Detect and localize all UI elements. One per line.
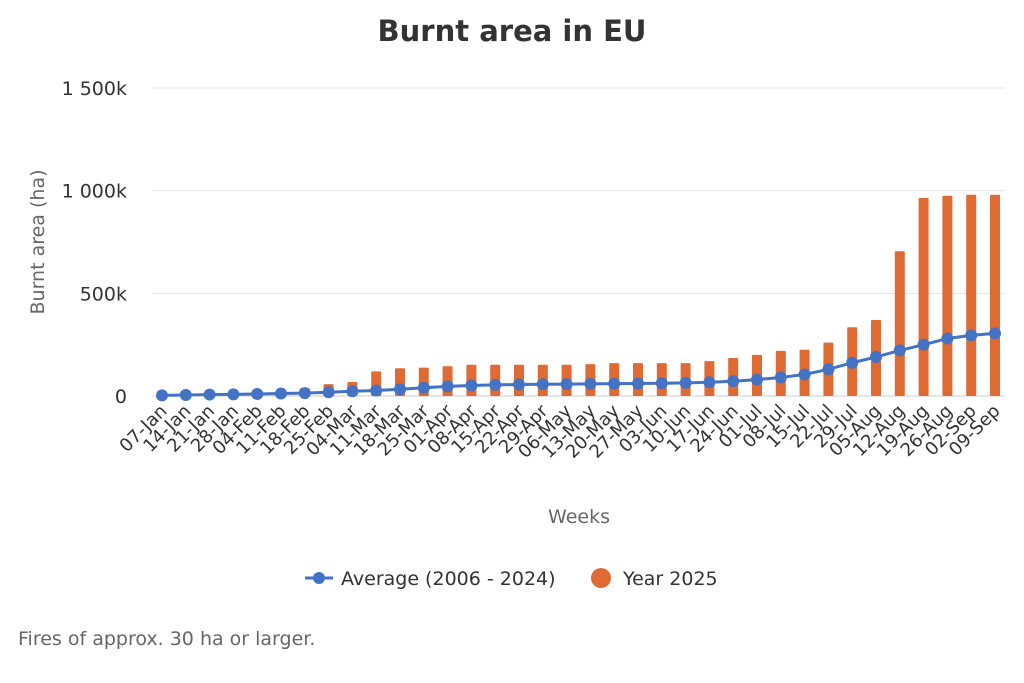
average-point-05-Aug	[870, 350, 882, 363]
legend: Average (2006 - 2024) Year 2025	[305, 568, 718, 590]
x-axis-ticks: 07-Jan14-Jan21-Jan28-Jan04-Feb11-Feb18-F…	[116, 400, 1005, 462]
y-tick-label: 0	[115, 386, 127, 408]
average-point-27-May	[632, 377, 644, 390]
average-point-08-Jul	[774, 371, 787, 384]
average-point-01-Apr	[441, 380, 454, 393]
average-point-18-Feb	[298, 387, 311, 400]
average-point-07-Jan	[156, 389, 168, 402]
average-point-08-Apr	[465, 379, 478, 392]
bar-series-year-2025	[157, 194, 1000, 396]
y-axis-label: Burnt area (ha)	[27, 169, 49, 314]
average-point-15-Apr	[489, 378, 502, 391]
average-point-12-Aug	[893, 344, 906, 357]
average-point-29-Jul	[846, 356, 859, 369]
average-point-06-May	[560, 378, 573, 391]
average-point-20-May	[608, 377, 621, 390]
bar-02-Sep	[966, 194, 977, 396]
average-point-19-Aug	[917, 338, 930, 351]
average-point-29-Apr	[536, 378, 549, 391]
legend-average-label: Average (2006 - 2024)	[341, 568, 556, 590]
average-point-28-Jan	[227, 388, 240, 401]
burnt-area-chart: Burnt area in EU 0 500k 1 000k 1 500k Burnt…	[27, 14, 1005, 590]
chart-title: Burnt area in EU	[378, 14, 647, 48]
average-point-13-May	[584, 377, 597, 390]
y-tick-label: 1 500k	[62, 78, 127, 100]
average-point-04-Mar	[346, 385, 359, 398]
average-point-11-Feb	[275, 387, 287, 400]
y-axis-ticks: 0 500k 1 000k 1 500k	[62, 78, 127, 408]
bar-12-Aug	[894, 251, 905, 396]
legend-year-2025-label: Year 2025	[622, 568, 718, 590]
footnote: Fires of approx. 30 ha or larger.	[18, 628, 316, 650]
line-series-average	[156, 327, 1001, 402]
bar-19-Aug	[918, 197, 929, 396]
average-point-09-Sep	[989, 327, 1001, 340]
average-point-22-Jul	[822, 363, 835, 376]
average-point-22-Apr	[513, 378, 525, 391]
gridlines	[152, 87, 1005, 397]
average-point-18-Mar	[394, 383, 406, 396]
y-tick-label: 1 000k	[62, 181, 127, 203]
average-point-03-Jun	[655, 377, 668, 390]
average-point-11-Mar	[370, 384, 383, 397]
average-point-14-Jan	[179, 388, 192, 401]
average-point-01-Jul	[751, 373, 763, 386]
average-point-25-Mar	[417, 381, 430, 394]
average-point-15-Jul	[798, 368, 811, 381]
average-point-24-Jun	[727, 375, 740, 388]
legend-year-2025-marker	[591, 568, 611, 588]
x-axis-label: Weeks	[548, 506, 610, 528]
bar-26-Aug	[942, 195, 953, 396]
average-point-25-Feb	[322, 386, 335, 399]
bar-09-Sep	[990, 194, 1000, 396]
average-point-04-Feb	[251, 387, 264, 400]
average-point-21-Jan	[203, 388, 216, 401]
average-point-02-Sep	[965, 329, 978, 342]
average-point-26-Aug	[941, 332, 954, 345]
average-point-17-Jun	[703, 376, 716, 389]
average-point-10-Jun	[679, 376, 692, 389]
average-line	[161, 331, 996, 397]
y-tick-label: 500k	[80, 283, 127, 305]
legend-average-marker	[313, 572, 325, 584]
